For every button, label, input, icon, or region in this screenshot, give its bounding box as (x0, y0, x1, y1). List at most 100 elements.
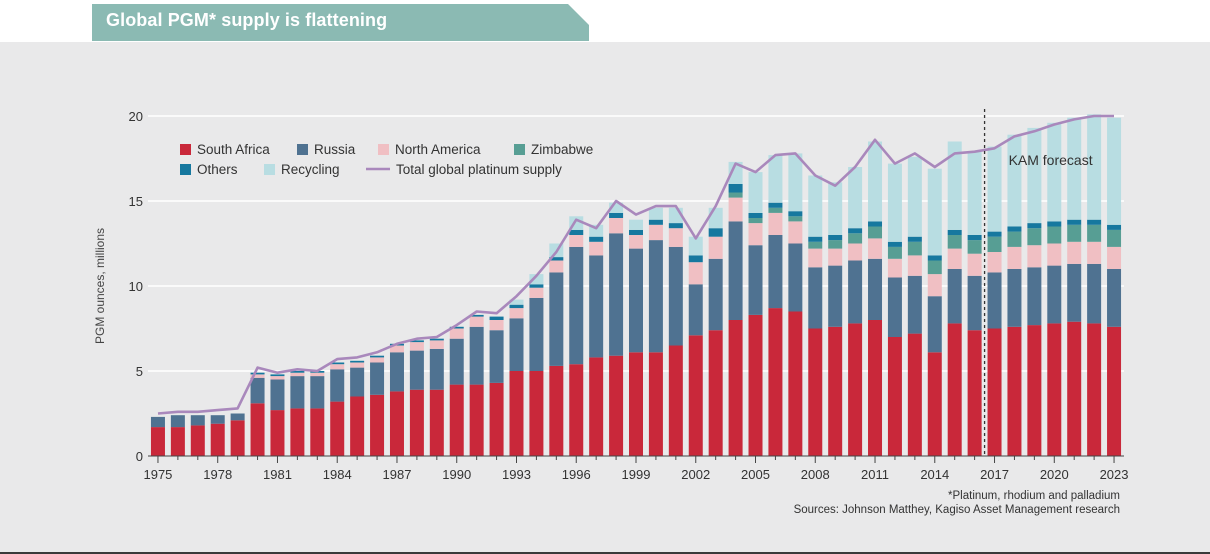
bar-segment (967, 275, 982, 331)
bar-segment (768, 155, 783, 203)
bar-segment (509, 308, 524, 319)
legend-swatch (180, 144, 191, 155)
bar-segment (1027, 325, 1042, 456)
bar-segment (967, 151, 982, 235)
bar-segment (290, 371, 305, 373)
bar-segment (1107, 326, 1122, 456)
legend-label: South Africa (197, 142, 270, 157)
forecast-annotation: KAM forecast (983, 109, 1093, 456)
bar-segment (310, 408, 325, 456)
bar-segment (1067, 241, 1082, 264)
bar-segment (947, 141, 962, 230)
bar-segment (768, 308, 783, 456)
bar-segment (648, 224, 663, 241)
bar-segment (668, 228, 683, 247)
bar-segment (927, 255, 942, 261)
stacked-bars (150, 114, 1122, 456)
bar-segment (230, 420, 245, 456)
bar-segment (947, 269, 962, 324)
bar-segment (409, 340, 424, 343)
bar-segment (1047, 122, 1062, 222)
bar-segment (1107, 117, 1122, 225)
bar-segment (708, 258, 723, 331)
bar-segment (1087, 241, 1102, 264)
bar-segment (370, 357, 385, 363)
bar-segment (589, 236, 604, 242)
bar-segment (788, 216, 803, 222)
bar-segment (927, 260, 942, 275)
axes: 0 5 10 15 20 PGM ounces, millions 1975 1978 1981… (93, 109, 1129, 482)
bar-segment (429, 389, 444, 456)
bar-segment (549, 365, 564, 456)
bar-segment (728, 192, 743, 198)
bar-segment (1007, 246, 1022, 269)
bar-segment (1047, 226, 1062, 244)
bar-segment (1107, 229, 1122, 247)
bar-segment (868, 238, 883, 259)
bar-segment (549, 260, 564, 273)
bar-segment (748, 218, 763, 224)
legend-label: Russia (314, 142, 356, 157)
bar-segment (1027, 127, 1042, 224)
bar-segment (808, 267, 823, 329)
footnote-sources: Sources: Johnson Matthey, Kagiso Asset M… (793, 504, 1120, 516)
bar-segment (1087, 263, 1102, 324)
bar-segment (1007, 231, 1022, 247)
legend-label: Total global platinum supply (396, 162, 562, 177)
bar-segment (728, 320, 743, 456)
bar-segment (927, 168, 942, 256)
chart-title: Global PGM* supply is flattening (106, 10, 388, 30)
bar-segment (330, 364, 345, 370)
bar-segment (1087, 323, 1102, 456)
bar-segment (370, 362, 385, 395)
bar-segment (788, 243, 803, 312)
bar-segment (828, 326, 843, 456)
bar-segment (509, 318, 524, 371)
bar-segment (1027, 223, 1042, 229)
x-tick-label: 1975 (143, 467, 172, 482)
bar-segment (1067, 224, 1082, 242)
bar-segment (907, 156, 922, 237)
bar-segment (609, 212, 624, 218)
bar-segment (967, 253, 982, 276)
legend: South Africa Russia North America Zimbabwe O… (180, 142, 593, 177)
bar-segment (1067, 321, 1082, 456)
bar-segment (828, 235, 843, 241)
bar-segment (688, 255, 703, 263)
bar-segment (887, 258, 902, 278)
bar-segment (290, 408, 305, 456)
bar-segment (728, 184, 743, 193)
bar-segment (887, 241, 902, 247)
y-tick-label: 15 (129, 194, 143, 209)
bar-segment (1027, 245, 1042, 268)
bar-segment (509, 304, 524, 309)
bar-segment (828, 265, 843, 327)
bar-segment (509, 299, 524, 305)
bar-segment (848, 233, 863, 244)
bar-segment (848, 323, 863, 456)
x-tick-label: 2020 (1040, 467, 1069, 482)
bar-segment (170, 427, 185, 456)
bar-segment (489, 320, 504, 331)
bar-segment (190, 415, 205, 426)
bar-segment (788, 311, 803, 456)
bar-segment (370, 394, 385, 456)
bar-segment (668, 223, 683, 229)
bar-segment (728, 221, 743, 320)
bar-segment (1007, 326, 1022, 456)
bar-segment (788, 221, 803, 244)
bar-segment (529, 297, 544, 371)
title-band: Global PGM* supply is flattening (92, 4, 589, 41)
bar-segment (589, 255, 604, 358)
bar-segment (987, 272, 1002, 329)
x-tick-label: 1993 (502, 467, 531, 482)
bar-segment (927, 352, 942, 456)
bar-segment (688, 335, 703, 456)
bar-segment (887, 246, 902, 259)
bar-segment (947, 235, 962, 249)
bar-segment (489, 316, 504, 320)
bar-segment (1087, 114, 1102, 220)
bar-segment (469, 384, 484, 456)
legend-swatch (180, 164, 191, 175)
bar-segment (350, 360, 365, 363)
